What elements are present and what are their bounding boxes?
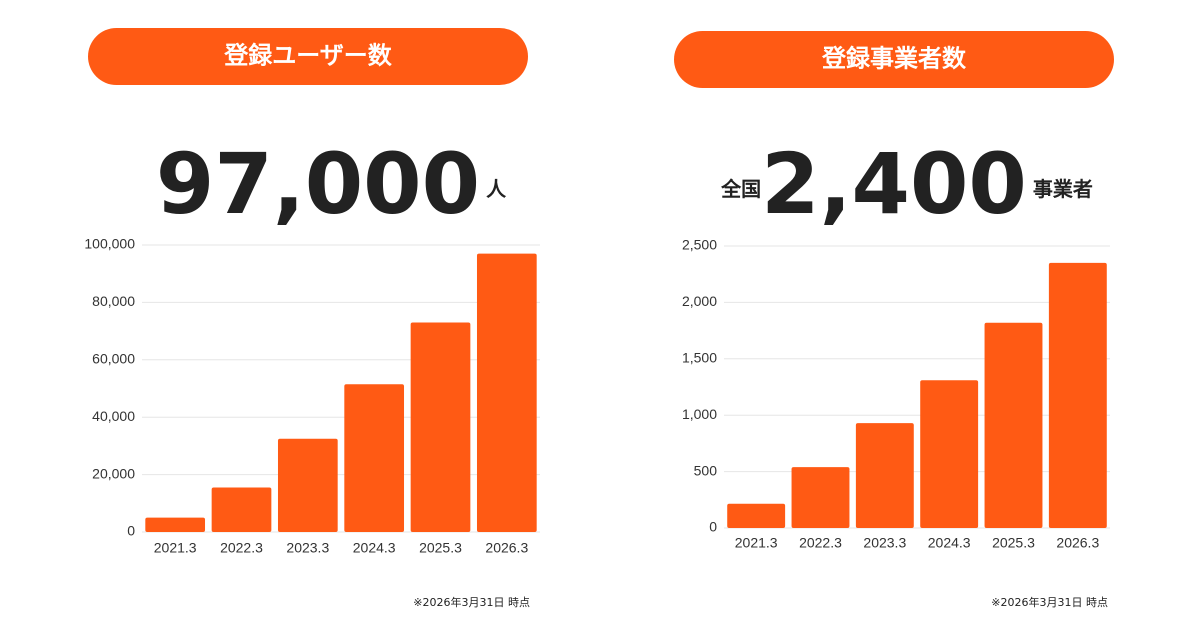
title-pill — [674, 31, 1114, 88]
bar — [855, 423, 914, 528]
headline: 全国2,400 事業者 — [720, 135, 1093, 233]
footnote: ※2026年3月31日 時点 — [413, 595, 530, 609]
y-tick-label: 80,000 — [92, 293, 135, 309]
headline-prefix: 全国 — [720, 177, 761, 201]
bar — [277, 438, 338, 532]
y-tick-label: 1,000 — [682, 406, 717, 422]
y-tick-label: 60,000 — [92, 351, 135, 367]
x-tick-label: 2023.3 — [286, 540, 329, 556]
x-tick-label: 2024.3 — [353, 540, 396, 556]
bar — [984, 322, 1043, 528]
x-tick-label: 2026.3 — [1056, 535, 1099, 551]
title-pill — [88, 28, 528, 85]
headline-unit: 人 — [486, 177, 507, 201]
bar — [211, 487, 272, 532]
bar — [145, 517, 206, 532]
bar — [410, 322, 471, 532]
chart-title: 登録事業者数 — [821, 45, 967, 73]
x-tick-label: 2022.3 — [799, 535, 842, 551]
y-tick-label: 500 — [694, 462, 718, 478]
headline-value: 97,000 — [156, 135, 480, 233]
x-tick-label: 2025.3 — [419, 540, 462, 556]
y-tick-label: 0 — [127, 523, 135, 539]
footnote: ※2026年3月31日 時点 — [991, 595, 1108, 609]
bar — [476, 253, 537, 533]
y-tick-label: 2,500 — [682, 237, 717, 253]
bar — [1048, 262, 1107, 528]
x-tick-label: 2025.3 — [992, 535, 1035, 551]
bar — [791, 467, 850, 528]
x-tick-label: 2023.3 — [863, 535, 906, 551]
bar — [920, 380, 979, 528]
y-tick-label: 40,000 — [92, 408, 135, 424]
bar — [344, 384, 405, 532]
headline: 97,000 人 — [156, 135, 507, 233]
y-tick-label: 1,500 — [682, 350, 717, 366]
headline-value: 2,400 — [761, 135, 1027, 233]
y-tick-label: 100,000 — [84, 236, 135, 252]
bar — [727, 503, 786, 528]
headline-unit: 事業者 — [1033, 177, 1093, 201]
x-tick-label: 2024.3 — [928, 535, 971, 551]
x-tick-label: 2021.3 — [735, 535, 778, 551]
chart-title: 登録ユーザー数 — [223, 42, 393, 70]
y-tick-label: 2,000 — [682, 293, 717, 309]
y-tick-label: 20,000 — [92, 465, 135, 481]
x-tick-label: 2022.3 — [220, 540, 263, 556]
y-tick-label: 0 — [709, 519, 717, 535]
x-tick-label: 2026.3 — [485, 540, 528, 556]
x-tick-label: 2021.3 — [154, 540, 197, 556]
